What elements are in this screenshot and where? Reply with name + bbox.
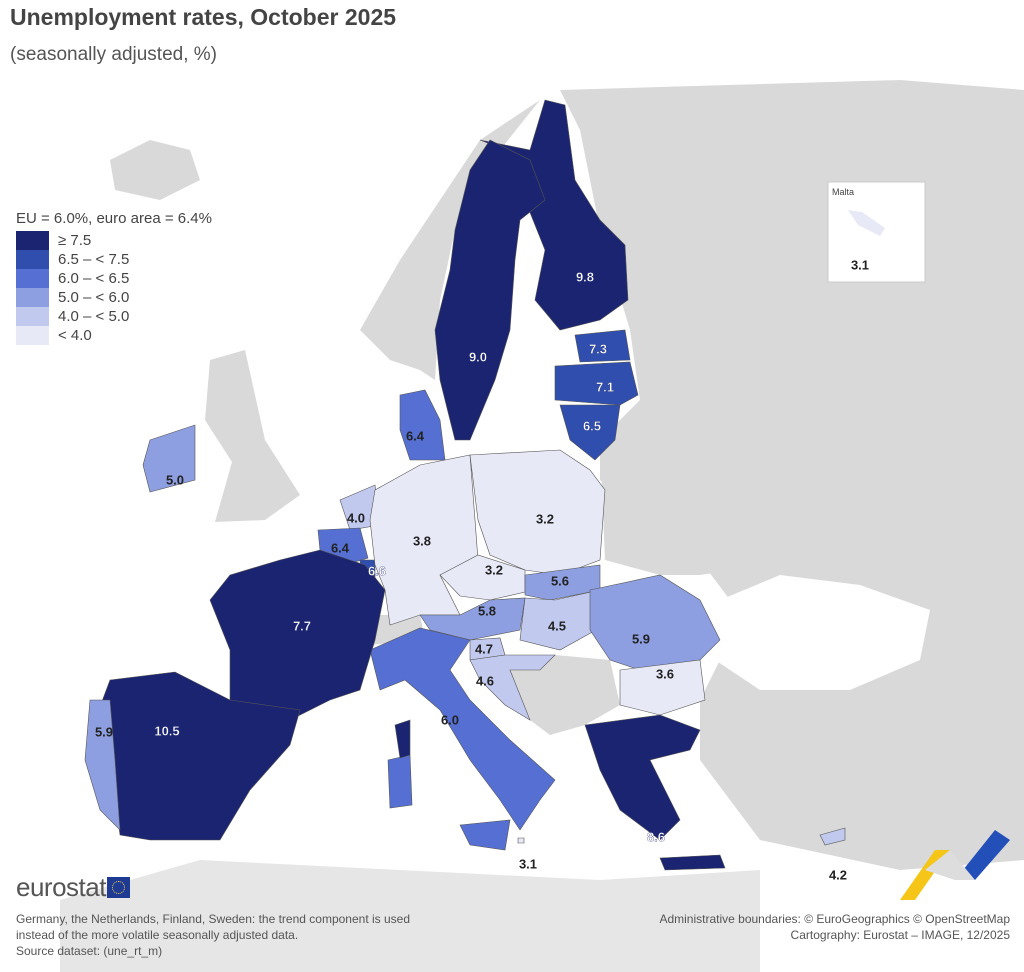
value-label-finland: 9.8: [576, 269, 594, 284]
value-label-ireland: 5.0: [166, 472, 184, 487]
great-britain-land: [205, 350, 300, 522]
country-bulgaria: [619, 659, 706, 716]
value-label-belgium: 6.4: [331, 540, 350, 555]
legend-label: 5.0 – < 6.0: [58, 289, 130, 306]
legend-label: 4.0 – < 5.0: [58, 308, 130, 325]
value-label-slovakia: 5.6: [551, 573, 569, 588]
legend: EU = 6.0%, euro area = 6.4% ≥ 7.5 6.5 – <…: [16, 210, 212, 345]
legend-item: 4.0 – < 5.0: [16, 307, 212, 326]
value-label-hungary: 4.5: [548, 618, 566, 633]
malta-value: 3.1: [851, 257, 869, 272]
value-label-luxembourg: 6.6: [368, 563, 386, 578]
credits: Administrative boundaries: © EuroGeograp…: [659, 911, 1010, 943]
black-sea: [715, 575, 930, 690]
legend-label: 6.5 – < 7.5: [58, 251, 130, 268]
value-label-cyprus: 4.2: [829, 867, 847, 882]
value-label-france: 7.7: [293, 618, 311, 633]
balkans-land: [510, 655, 620, 735]
legend-averages: EU = 6.0%, euro area = 6.4%: [16, 210, 212, 227]
norway-land: [360, 100, 540, 380]
eurostat-corner-logo: [900, 830, 1010, 900]
value-label-poland: 3.2: [536, 511, 554, 526]
country-portugal: [84, 699, 121, 831]
country-slovakia: [524, 564, 601, 601]
country-estonia: [574, 329, 631, 363]
country-lithuania: [559, 404, 621, 461]
credit-line: Cartography: Eurostat – IMAGE, 12/2025: [790, 928, 1010, 942]
north-africa-land: [60, 860, 760, 972]
malta-inset: Malta 3.1: [827, 181, 926, 283]
country-cyprus: [819, 827, 846, 846]
value-label-sweden: 9.0: [469, 349, 487, 364]
eu-flag-icon: [106, 877, 130, 898]
value-label-netherlands: 4.0: [347, 510, 365, 525]
malta-inset-title: Malta: [832, 187, 854, 197]
country-ireland: [142, 424, 196, 493]
note-line: instead of the more volatile seasonally …: [16, 928, 299, 942]
country-malta: [517, 837, 525, 844]
footnote: Germany, the Netherlands, Finland, Swede…: [16, 911, 410, 959]
value-label-portugal: 5.9: [95, 724, 113, 739]
value-label-lithuania: 6.5: [583, 418, 601, 433]
value-label-slovenia: 4.7: [475, 641, 493, 656]
legend-item: 6.5 – < 7.5: [16, 250, 212, 269]
malta-shape: [848, 210, 885, 236]
map-title: Unemployment rates, October 2025: [10, 4, 397, 30]
value-label-croatia: 4.6: [476, 673, 494, 688]
legend-item: ≥ 7.5: [16, 231, 212, 250]
ukraine-belarus-land: [600, 430, 820, 575]
note-line: Germany, the Netherlands, Finland, Swede…: [16, 912, 411, 926]
country-latvia: [554, 361, 639, 406]
logo-text: eurostat: [16, 872, 106, 902]
legend-item: < 4.0: [16, 326, 212, 345]
country-croatia: [469, 654, 556, 721]
value-label-estonia: 7.3: [589, 341, 607, 356]
legend-swatch: [16, 326, 49, 345]
value-label-greece: 8.6: [647, 829, 665, 844]
iceland-land: [110, 140, 200, 200]
value-label-latvia: 7.1: [596, 379, 614, 394]
legend-swatch: [16, 269, 49, 288]
legend-label: < 4.0: [58, 327, 92, 344]
value-label-bulgaria: 3.6: [656, 666, 674, 681]
country-romania: [589, 574, 721, 671]
legend-swatch: [16, 231, 49, 250]
country-greece: [584, 714, 726, 871]
value-label-austria: 5.8: [478, 603, 496, 618]
credit-line: Administrative boundaries: © EuroGeograp…: [659, 912, 1010, 926]
value-label-malta: 3.1: [519, 856, 537, 871]
value-label-czechia: 3.2: [485, 562, 503, 577]
map-subtitle: (seasonally adjusted, %): [10, 44, 217, 65]
country-sweden: [434, 139, 546, 441]
country-austria: [419, 597, 526, 641]
value-label-spain: 10.5: [154, 723, 179, 738]
eurostat-logo: eurostat: [16, 872, 130, 903]
legend-label: 6.0 – < 6.5: [58, 270, 130, 287]
source-line: Source dataset: (une_rt_m): [16, 944, 163, 958]
legend-swatch: [16, 250, 49, 269]
legend-swatch: [16, 307, 49, 326]
value-label-germany: 3.8: [413, 533, 431, 548]
country-denmark: [399, 389, 446, 461]
value-label-denmark: 6.4: [406, 428, 425, 443]
value-label-romania: 5.9: [632, 631, 650, 646]
legend-item: 6.0 – < 6.5: [16, 269, 212, 288]
legend-item: 5.0 – < 6.0: [16, 288, 212, 307]
legend-label: ≥ 7.5: [58, 232, 92, 249]
value-label-italy: 6.0: [441, 712, 459, 727]
legend-swatch: [16, 288, 49, 307]
